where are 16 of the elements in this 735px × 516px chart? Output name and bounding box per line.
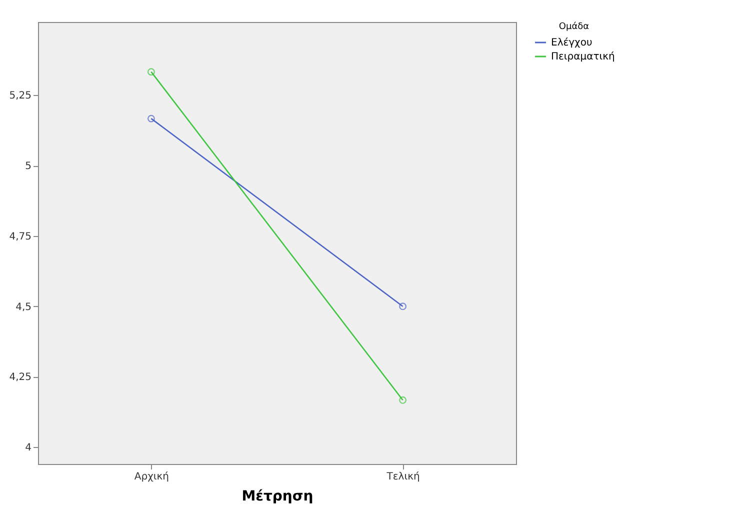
legend-label: Πειραματική (551, 52, 615, 62)
y-tick-label: 5 (25, 161, 32, 172)
legend-label: Ελέγχου (551, 38, 592, 48)
legend-title: Ομάδα (558, 21, 590, 32)
point (399, 302, 406, 310)
x-axis-title: Μέτρηση (242, 488, 314, 504)
y-tick-label: 4,25 (9, 372, 32, 384)
y-tick-label: 5,25 (9, 90, 32, 102)
y-tick-label: 4 (25, 442, 32, 454)
x-tick-label: Τελική (386, 472, 420, 482)
y-tick-label: 4,75 (9, 231, 32, 242)
y-tick-label: 4,5 (16, 302, 32, 313)
point (148, 114, 155, 122)
point (399, 396, 406, 404)
point (148, 68, 155, 76)
x-tick-label: Αρχική (134, 472, 170, 482)
